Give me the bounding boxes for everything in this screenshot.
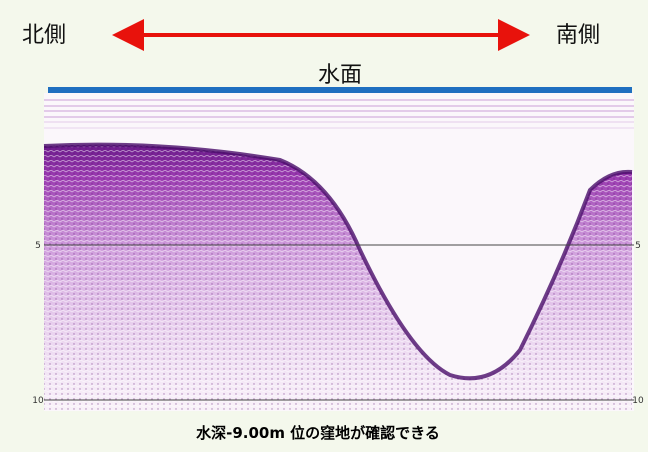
depth-label: 10 [632, 396, 644, 406]
page: 北側 南側 水面 5 5 10 10 水深-9.00m 位の窪地が確認できる [0, 0, 648, 452]
depth-label: 5 [35, 241, 41, 251]
south-label: 南側 [556, 23, 600, 48]
depth-label: 10 [32, 396, 44, 406]
surface-bar [48, 87, 632, 93]
depth-label: 5 [635, 241, 641, 251]
caption: 水深-9.00m 位の窪地が確認できる [196, 424, 440, 442]
figure: 北側 南側 水面 5 5 10 10 水深-9.00m 位の窪地が確認できる [0, 0, 648, 452]
sonar-image: 5 5 10 10 [32, 93, 644, 411]
surface-label: 水面 [318, 63, 362, 88]
north-label: 北側 [22, 23, 66, 48]
